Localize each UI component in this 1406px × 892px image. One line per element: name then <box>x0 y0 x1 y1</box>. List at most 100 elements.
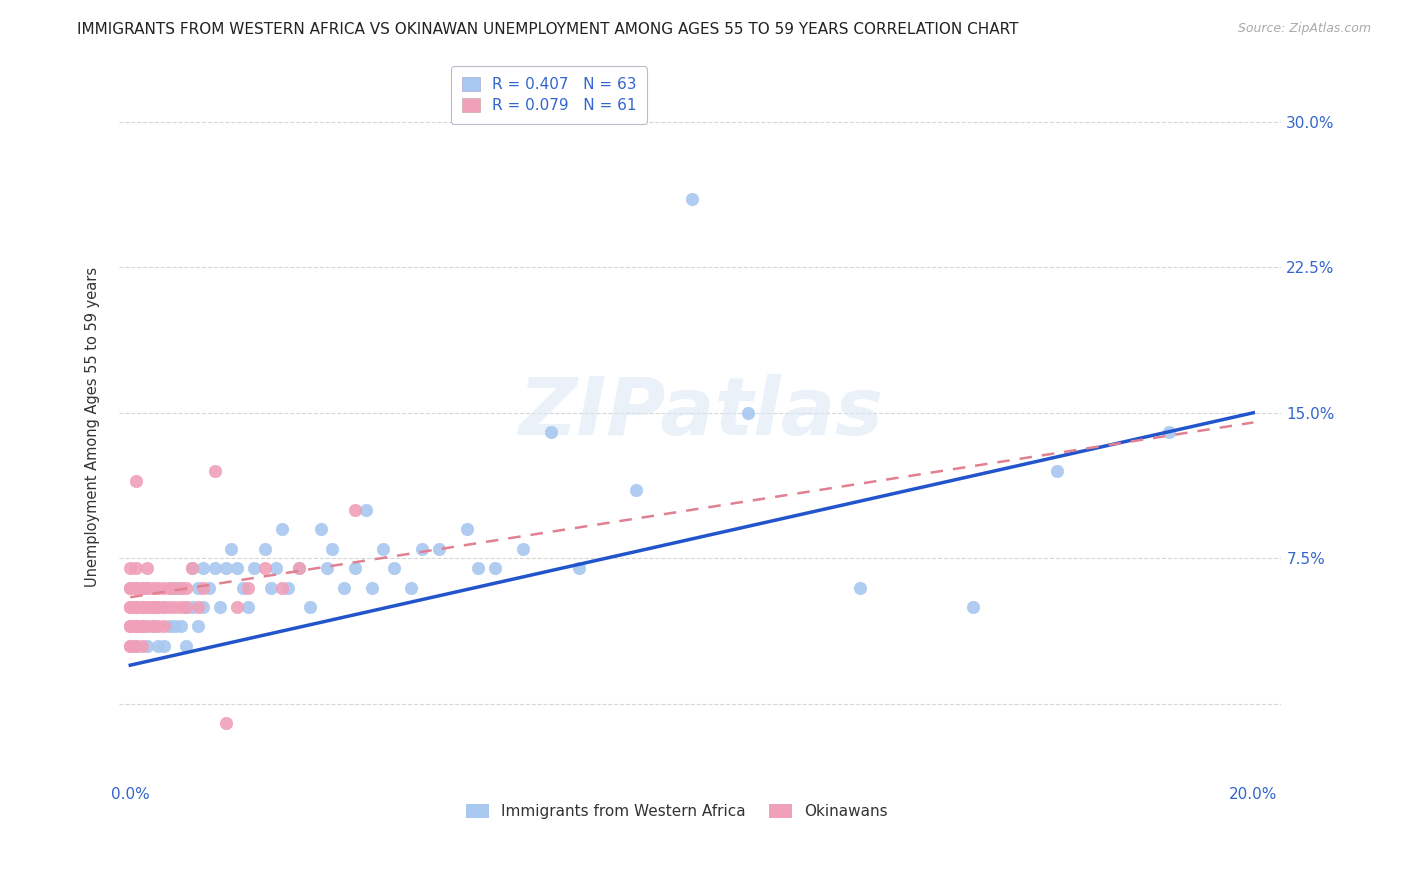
Point <box>215 561 238 575</box>
Point <box>193 561 215 575</box>
Point <box>181 561 204 575</box>
Point <box>142 599 165 614</box>
Point <box>148 599 170 614</box>
Point <box>176 599 198 614</box>
Point <box>125 581 148 595</box>
Point <box>399 581 422 595</box>
Point <box>624 483 647 498</box>
Point <box>264 561 287 575</box>
Point <box>125 619 148 633</box>
Point <box>226 561 249 575</box>
Point <box>187 581 209 595</box>
Point <box>159 581 181 595</box>
Point <box>125 619 148 633</box>
Point <box>354 503 377 517</box>
Point <box>427 541 450 556</box>
Point <box>165 581 187 595</box>
Point <box>512 541 534 556</box>
Point <box>193 599 215 614</box>
Point <box>484 561 506 575</box>
Point <box>1046 464 1069 478</box>
Point <box>1159 425 1181 440</box>
Point <box>456 522 478 536</box>
Text: ZIPatlas: ZIPatlas <box>517 374 883 452</box>
Point <box>238 581 260 595</box>
Point <box>120 619 142 633</box>
Point <box>148 599 170 614</box>
Text: Source: ZipAtlas.com: Source: ZipAtlas.com <box>1237 22 1371 36</box>
Point <box>131 599 153 614</box>
Point <box>270 581 292 595</box>
Point <box>153 639 176 653</box>
Point <box>170 619 193 633</box>
Point <box>176 639 198 653</box>
Point <box>315 561 337 575</box>
Point <box>125 639 148 653</box>
Point <box>148 599 170 614</box>
Point <box>382 561 405 575</box>
Point <box>170 581 193 595</box>
Point <box>276 581 298 595</box>
Point <box>159 581 181 595</box>
Point <box>142 619 165 633</box>
Point <box>125 619 148 633</box>
Point <box>125 599 148 614</box>
Point <box>309 522 332 536</box>
Point <box>131 639 153 653</box>
Point <box>204 561 226 575</box>
Y-axis label: Unemployment Among Ages 55 to 59 years: Unemployment Among Ages 55 to 59 years <box>86 268 100 588</box>
Point <box>371 541 394 556</box>
Point <box>411 541 433 556</box>
Point <box>136 639 159 653</box>
Point <box>187 599 209 614</box>
Legend: Immigrants from Western Africa, Okinawans: Immigrants from Western Africa, Okinawan… <box>460 797 894 825</box>
Point <box>125 474 148 488</box>
Point <box>165 581 187 595</box>
Point <box>136 599 159 614</box>
Point <box>238 599 260 614</box>
Point <box>170 581 193 595</box>
Point <box>148 639 170 653</box>
Point <box>962 599 984 614</box>
Point <box>849 581 872 595</box>
Point <box>209 599 232 614</box>
Text: IMMIGRANTS FROM WESTERN AFRICA VS OKINAWAN UNEMPLOYMENT AMONG AGES 55 TO 59 YEAR: IMMIGRANTS FROM WESTERN AFRICA VS OKINAW… <box>77 22 1019 37</box>
Point <box>298 599 321 614</box>
Point <box>332 581 354 595</box>
Point <box>136 561 159 575</box>
Point <box>232 581 254 595</box>
Point <box>540 425 562 440</box>
Point <box>181 599 204 614</box>
Point <box>120 581 142 595</box>
Point <box>136 581 159 595</box>
Point <box>321 541 343 556</box>
Point <box>153 599 176 614</box>
Point <box>131 599 153 614</box>
Point <box>198 581 221 595</box>
Point <box>120 561 142 575</box>
Point <box>131 581 153 595</box>
Point <box>254 561 277 575</box>
Point <box>131 619 153 633</box>
Point <box>254 541 277 556</box>
Point <box>131 619 153 633</box>
Point <box>120 639 142 653</box>
Point <box>120 599 142 614</box>
Point <box>120 581 142 595</box>
Point <box>120 639 142 653</box>
Point <box>568 561 591 575</box>
Point <box>176 581 198 595</box>
Point <box>467 561 489 575</box>
Point <box>125 581 148 595</box>
Point <box>343 503 366 517</box>
Point <box>131 581 153 595</box>
Point <box>120 599 142 614</box>
Point <box>159 599 181 614</box>
Point <box>737 406 759 420</box>
Point <box>148 581 170 595</box>
Point <box>136 599 159 614</box>
Point <box>287 561 309 575</box>
Point <box>181 561 204 575</box>
Point <box>243 561 266 575</box>
Point <box>153 619 176 633</box>
